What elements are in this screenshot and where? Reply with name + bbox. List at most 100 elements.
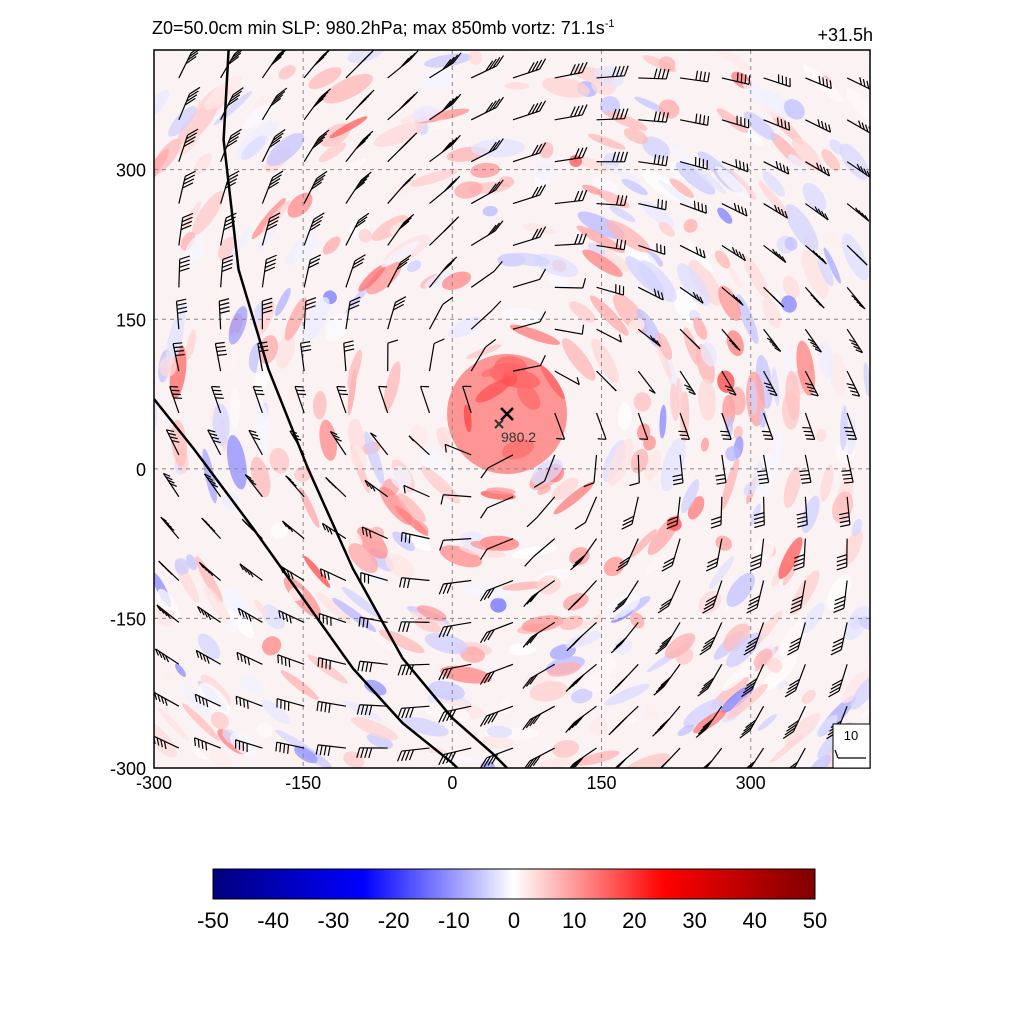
wind-barb [721,202,748,217]
barb-flag [324,702,327,713]
wind-barb [554,146,588,163]
barb-flag [300,341,311,344]
barb-staff [220,94,234,121]
barb-flag [224,216,236,223]
barb-flag [535,185,543,197]
barb-flag [272,132,284,141]
barb-flag [699,647,711,656]
barb-flag [843,426,853,429]
barb-flag [622,519,634,526]
barb-staff [529,705,556,721]
barb-flag [531,60,539,72]
barb-flag [660,676,672,686]
barb-flag [569,64,576,76]
barb-flag [539,354,546,366]
barb-flag [829,80,832,89]
barb-staff [533,538,556,558]
barb-staff [721,454,727,483]
vorticity-patch [688,260,723,306]
colorbar-tick-label: 20 [622,908,646,933]
wind-barb [214,341,227,372]
barb-flag [578,233,583,245]
barb-flag [236,652,240,661]
x-axis: -300 -150 0 150 300 [136,773,766,793]
barb-staff [178,134,189,162]
barb-flag [526,517,537,528]
vorticity-patch [785,370,801,420]
barb-flag [744,208,748,217]
barb-flag [227,136,239,144]
barb-flag [659,601,671,610]
barb-flag [269,139,281,148]
wind-barb [638,243,666,256]
barb-staff [679,77,708,83]
vorticity-patch [844,605,870,641]
barb-staff [252,386,263,414]
barb-flag [616,758,627,768]
vorticity-patch [784,236,798,251]
barb-flag [575,673,585,685]
colorbar-tick-label: -10 [438,908,470,933]
barb-flag [702,718,714,728]
barb-flag [784,689,796,698]
barb-staff [631,496,639,525]
barb-flag [582,233,587,244]
barb-flag [697,688,709,697]
wind-barb [512,268,547,288]
barb-flag [249,480,257,486]
vorticity-patch [597,654,616,674]
vorticity-patch [561,338,596,381]
vorticity-patch [243,104,272,130]
vorticity-patch [412,105,438,122]
barb-flag [446,582,452,594]
barb-flag [487,754,495,766]
barb-flag [653,686,664,696]
barb-staff [345,139,364,163]
wind-barb [638,154,669,167]
barb-flag [808,389,817,393]
vorticity-patch [358,264,386,292]
vorticity-patch [717,207,733,224]
wind-barb [387,50,419,79]
barb-flag [571,717,581,729]
barb-flag [219,310,230,314]
barb-staff [175,301,180,330]
barb-flag [864,214,870,222]
barb-flag [194,694,198,703]
barb-flag [356,216,368,225]
barb-staff [584,496,598,523]
barb-flag [790,603,802,610]
barb-flag [824,213,829,221]
vorticity-patch [664,633,696,659]
vorticity-patch [308,67,342,90]
barb-flag [483,630,492,642]
barb-flag [535,227,543,239]
barb-flag [485,102,494,114]
barb-flag [572,557,584,567]
barb-staff [554,370,580,386]
barb-flag [216,349,227,353]
barb-staff [169,386,180,414]
vorticity-patch [552,740,580,758]
barb-flag [826,168,831,177]
barb-flag [728,339,736,345]
barb-flag [272,94,284,104]
barb-staff [387,302,396,330]
wind-barb [679,244,706,259]
barb-staff [667,580,681,607]
barb-flag [491,753,499,765]
barb-flag [289,430,298,434]
barb-flag [400,179,411,189]
vorticity-patch [859,616,870,630]
barb-flag [836,566,847,571]
vorticity-patch [778,537,803,579]
wind-barb [387,254,412,288]
vorticity-patch [634,96,666,113]
vorticity-patch [644,450,662,481]
wind-barb [565,705,597,733]
barb-flag [810,341,818,347]
vorticity-patch [255,402,270,451]
barb-flag [160,696,165,704]
vorticity-patch [424,53,472,68]
barb-flag [569,763,574,768]
